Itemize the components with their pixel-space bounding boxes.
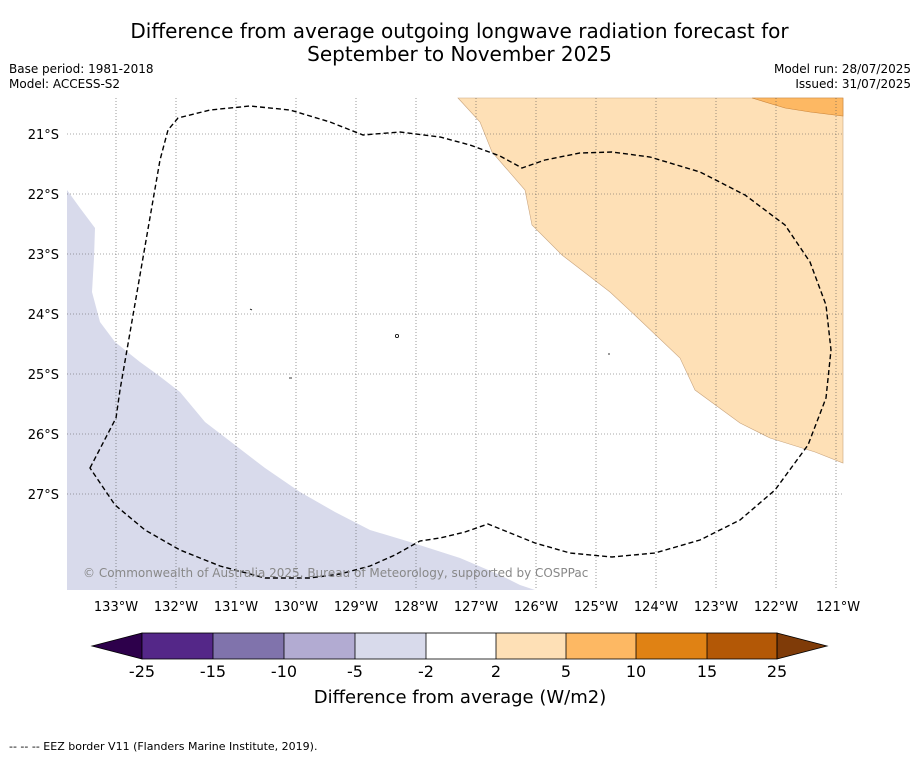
- colorbar-extend-low: [90, 632, 143, 660]
- colorbar-bin: [213, 633, 284, 659]
- lon-label: 121°W: [816, 600, 860, 615]
- colorbar-bin: [142, 633, 213, 659]
- colorbar-bin: [355, 633, 426, 659]
- colorbar-bin: [707, 633, 777, 659]
- lon-label: 133°W: [94, 600, 138, 615]
- colorbar-title: Difference from average (W/m2): [314, 687, 606, 708]
- model-text: Model: ACCESS-S2: [9, 77, 121, 91]
- lat-label: 23°S: [28, 248, 59, 263]
- meta-left: Base period: 1981-2018 Model: ACCESS-S2: [9, 62, 154, 92]
- lon-label: 130°W: [274, 600, 318, 615]
- model-run-text: Model run: 28/07/2025: [773, 62, 911, 76]
- lat-label: 21°S: [28, 128, 59, 143]
- colorbar-bin: [636, 633, 707, 659]
- islands: [249, 308, 610, 379]
- gridlines: [67, 98, 843, 590]
- colorbar: -25 -15 -10 -5 -2 2 5 10 15 25 Differenc…: [90, 632, 829, 708]
- colorbar-outline: [141, 632, 778, 660]
- colorbar-ticks: -25 -15 -10 -5 -2 2 5 10 15 25: [129, 662, 787, 681]
- lat-label: 22°S: [28, 188, 59, 203]
- negative-anomaly-region: [67, 190, 535, 590]
- strong-positive-anomaly-region: [751, 97, 844, 117]
- lat-label: 27°S: [28, 488, 59, 503]
- colorbar-tick: 2: [491, 662, 501, 681]
- base-period-text: Base period: 1981-2018: [9, 62, 154, 76]
- colorbar-tick: -5: [347, 662, 363, 681]
- lon-label: 123°W: [694, 600, 738, 615]
- colorbar-tick: 25: [767, 662, 787, 681]
- colorbar-bin: [426, 633, 496, 659]
- lon-label: 126°W: [514, 600, 558, 615]
- colorbar-tick: -15: [200, 662, 226, 681]
- colorbar-tick: 10: [626, 662, 646, 681]
- colorbar-tick: -2: [418, 662, 434, 681]
- colorbar-bin: [496, 633, 566, 659]
- longitude-labels: 133°W 132°W 131°W 130°W 129°W 128°W 127°…: [94, 600, 860, 615]
- lon-label: 132°W: [154, 600, 198, 615]
- eez-footnote: -- -- -- EEZ border V11 (Flanders Marine…: [9, 740, 318, 753]
- map-figure: © Commonwealth of Australia 2025, Bureau…: [28, 97, 860, 708]
- meta-right: Model run: 28/07/2025 Issued: 31/07/2025: [774, 62, 911, 92]
- colorbar-tick: -10: [271, 662, 297, 681]
- colorbar-tick: 15: [697, 662, 717, 681]
- colorbar-tick: -25: [129, 662, 155, 681]
- latitude-labels: 21°S 22°S 23°S 24°S 25°S 26°S 27°S: [28, 128, 59, 503]
- colorbar-dividers: [212, 633, 708, 659]
- lat-label: 24°S: [28, 308, 59, 323]
- lon-label: 125°W: [574, 600, 618, 615]
- copyright-text: © Commonwealth of Australia 2025, Bureau…: [83, 566, 588, 580]
- lat-label: 26°S: [28, 428, 59, 443]
- lon-label: 128°W: [394, 600, 438, 615]
- lon-label: 131°W: [214, 600, 258, 615]
- positive-anomaly-region: [457, 97, 844, 464]
- colorbar-bin: [566, 633, 636, 659]
- colorbar-bin: [284, 633, 355, 659]
- lon-label: 127°W: [454, 600, 498, 615]
- lon-label: 129°W: [334, 600, 378, 615]
- lon-label: 122°W: [754, 600, 798, 615]
- colorbar-extend-high: [776, 632, 829, 660]
- lat-label: 25°S: [28, 368, 59, 383]
- lon-label: 124°W: [634, 600, 678, 615]
- eez-border: [89, 105, 832, 579]
- map-title-line1: Difference from average outgoing longwav…: [130, 19, 789, 43]
- map-panel: © Commonwealth of Australia 2025, Bureau…: [67, 97, 844, 590]
- colorbar-tick: 5: [561, 662, 571, 681]
- issued-text: Issued: 31/07/2025: [795, 77, 911, 91]
- map-title-line2: September to November 2025: [307, 42, 612, 66]
